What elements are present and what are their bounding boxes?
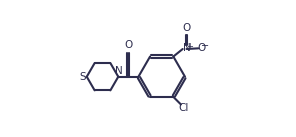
Text: O: O: [198, 43, 206, 53]
Text: −: −: [201, 41, 209, 51]
Text: O: O: [124, 40, 132, 49]
Text: N: N: [183, 43, 190, 53]
Text: S: S: [80, 72, 86, 82]
Text: +: +: [186, 42, 193, 51]
Text: O: O: [182, 23, 191, 33]
Text: Cl: Cl: [178, 103, 189, 113]
Text: N: N: [115, 66, 123, 75]
